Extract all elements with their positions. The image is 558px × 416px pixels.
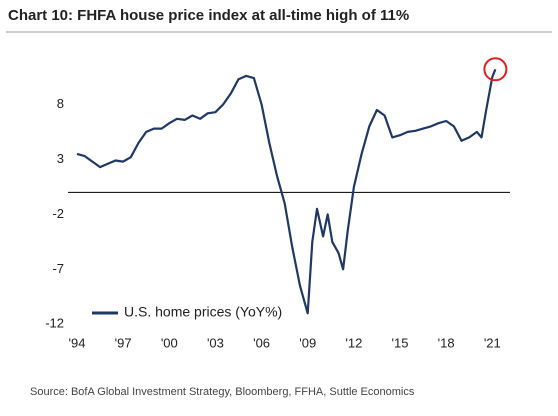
x-tick-label: '03 — [207, 335, 224, 350]
chart-title: Chart 10: FHFA house price index at all-… — [8, 7, 409, 24]
y-tick-label: -7 — [52, 261, 64, 276]
y-tick-label: 3 — [57, 151, 64, 166]
source-note: Source: BofA Global Investment Strategy,… — [30, 386, 415, 398]
legend-label: U.S. home prices (YoY%) — [124, 304, 282, 320]
x-tick-label: '12 — [345, 335, 362, 350]
y-tick-label: -12 — [45, 316, 64, 331]
x-tick-label: '21 — [484, 335, 501, 350]
x-tick-label: '18 — [438, 335, 455, 350]
series-line — [76, 68, 497, 315]
x-tick-label: '06 — [253, 335, 270, 350]
x-tick-label: '94 — [69, 335, 86, 350]
y-tick-label: -2 — [52, 206, 64, 221]
y-tick-label: 8 — [57, 96, 64, 111]
x-tick-label: '00 — [161, 335, 178, 350]
x-tick-label: '15 — [392, 335, 409, 350]
x-tick-label: '09 — [299, 335, 316, 350]
highlight-circle — [483, 57, 508, 82]
x-tick-label: '97 — [115, 335, 132, 350]
